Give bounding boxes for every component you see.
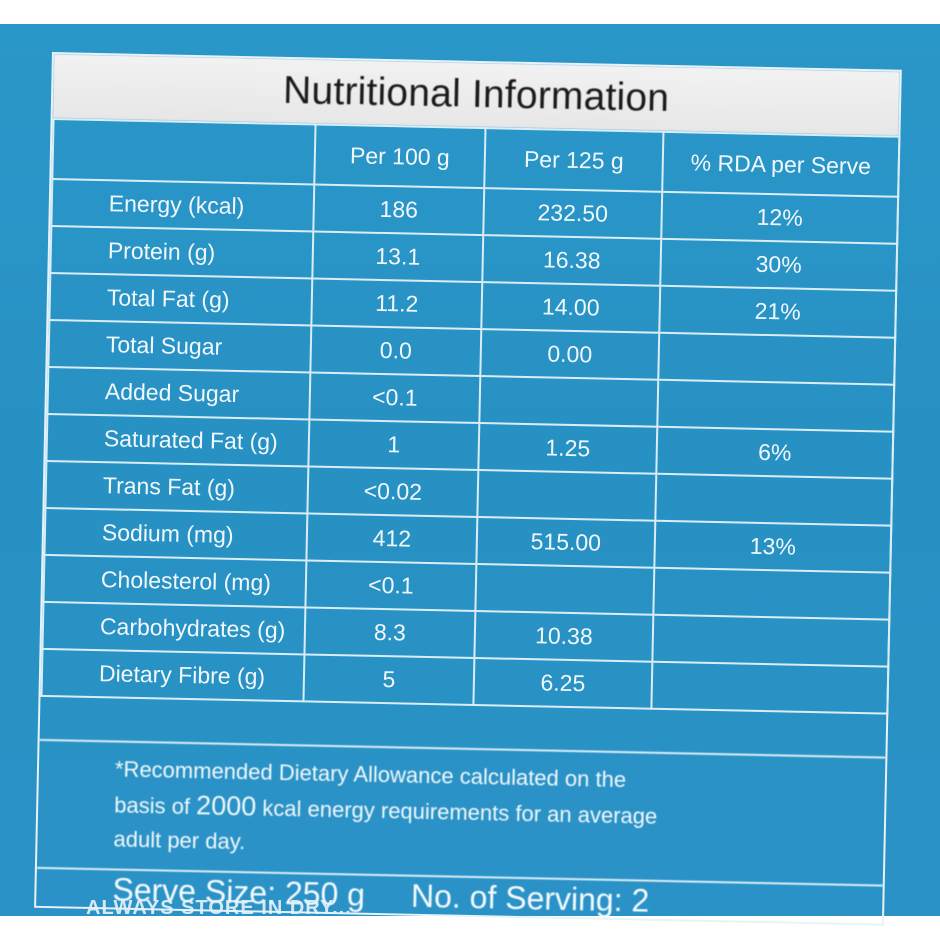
per-125g-value: 0.00 [480,329,660,380]
nutrient-name: Carbohydrates (g) [42,601,306,655]
rda-value [653,567,891,620]
per-125g-value: 232.50 [483,188,663,239]
rda-value: 13% [654,520,892,573]
per-100g-value: 1 [308,419,480,471]
footnote-kcal-number: 2000 [195,790,257,822]
rda-value: 6% [656,426,894,479]
rda-value [658,332,896,385]
nutrient-name: Protein (g) [50,226,314,279]
per-125g-value: 515.00 [476,517,656,568]
nutrient-name: Added Sugar [47,366,311,420]
per-125g-value: 6.25 [473,657,653,709]
per-125g-value: 14.00 [481,282,661,333]
nutrient-name: Total Sugar [48,320,312,373]
per-100g-value: <0.1 [309,372,481,424]
nutrition-table: Per 100 g Per 125 g % RDA per Serve Ener… [40,118,900,715]
header-per-100g: Per 100 g [314,124,486,189]
nutrient-name: Total Fat (g) [49,273,313,326]
package-panel [0,24,940,916]
per-125g-value [479,376,659,427]
per-125g-value: 10.38 [474,610,654,662]
bottom-partial-text: ALWAYS STORE IN DRY... [86,897,352,919]
nutrient-name: Energy (kcal) [51,179,315,232]
nutrient-name: Saturated Fat (g) [46,413,310,467]
rda-value [651,661,889,714]
rda-value [652,614,890,667]
nutrition-label: Nutritional Information Per 100 g Per 12… [34,52,902,926]
rda-footnote: *Recommended Dietary Allowance calculate… [36,738,886,885]
per-125g-value [475,563,655,615]
nutrient-name: Trans Fat (g) [45,460,309,514]
rda-value: 21% [659,285,897,338]
rda-value: 12% [661,191,899,244]
footnote-line-2-prefix: basis of [113,792,197,820]
rda-value: 30% [660,238,898,291]
nutrient-name: Cholesterol (mg) [43,554,307,608]
per-100g-value: <0.02 [307,466,479,518]
nutrient-name: Sodium (mg) [44,507,308,561]
per-100g-value: 8.3 [304,607,476,658]
per-100g-value: 412 [306,513,478,564]
per-100g-value: 0.0 [310,325,482,377]
footnote-line-2-suffix: kcal energy requirements for an average [255,795,658,829]
per-100g-value: 5 [303,654,475,705]
header-per-125g: Per 125 g [484,128,664,192]
nutrient-name: Dietary Fibre (g) [41,648,305,702]
per-125g-value [477,470,657,521]
serving-count: No. of Serving: 2 [410,877,650,919]
per-100g-value: 186 [313,184,485,236]
header-empty-cell [52,119,316,185]
per-100g-value: 11.2 [311,278,483,330]
header-rda: % RDA per Serve [662,131,900,197]
rda-value [655,473,893,526]
per-100g-value: 13.1 [312,231,484,283]
per-100g-value: <0.1 [305,560,477,611]
per-125g-value: 1.25 [478,423,658,474]
per-125g-value: 16.38 [482,235,662,286]
rda-value [657,379,895,432]
